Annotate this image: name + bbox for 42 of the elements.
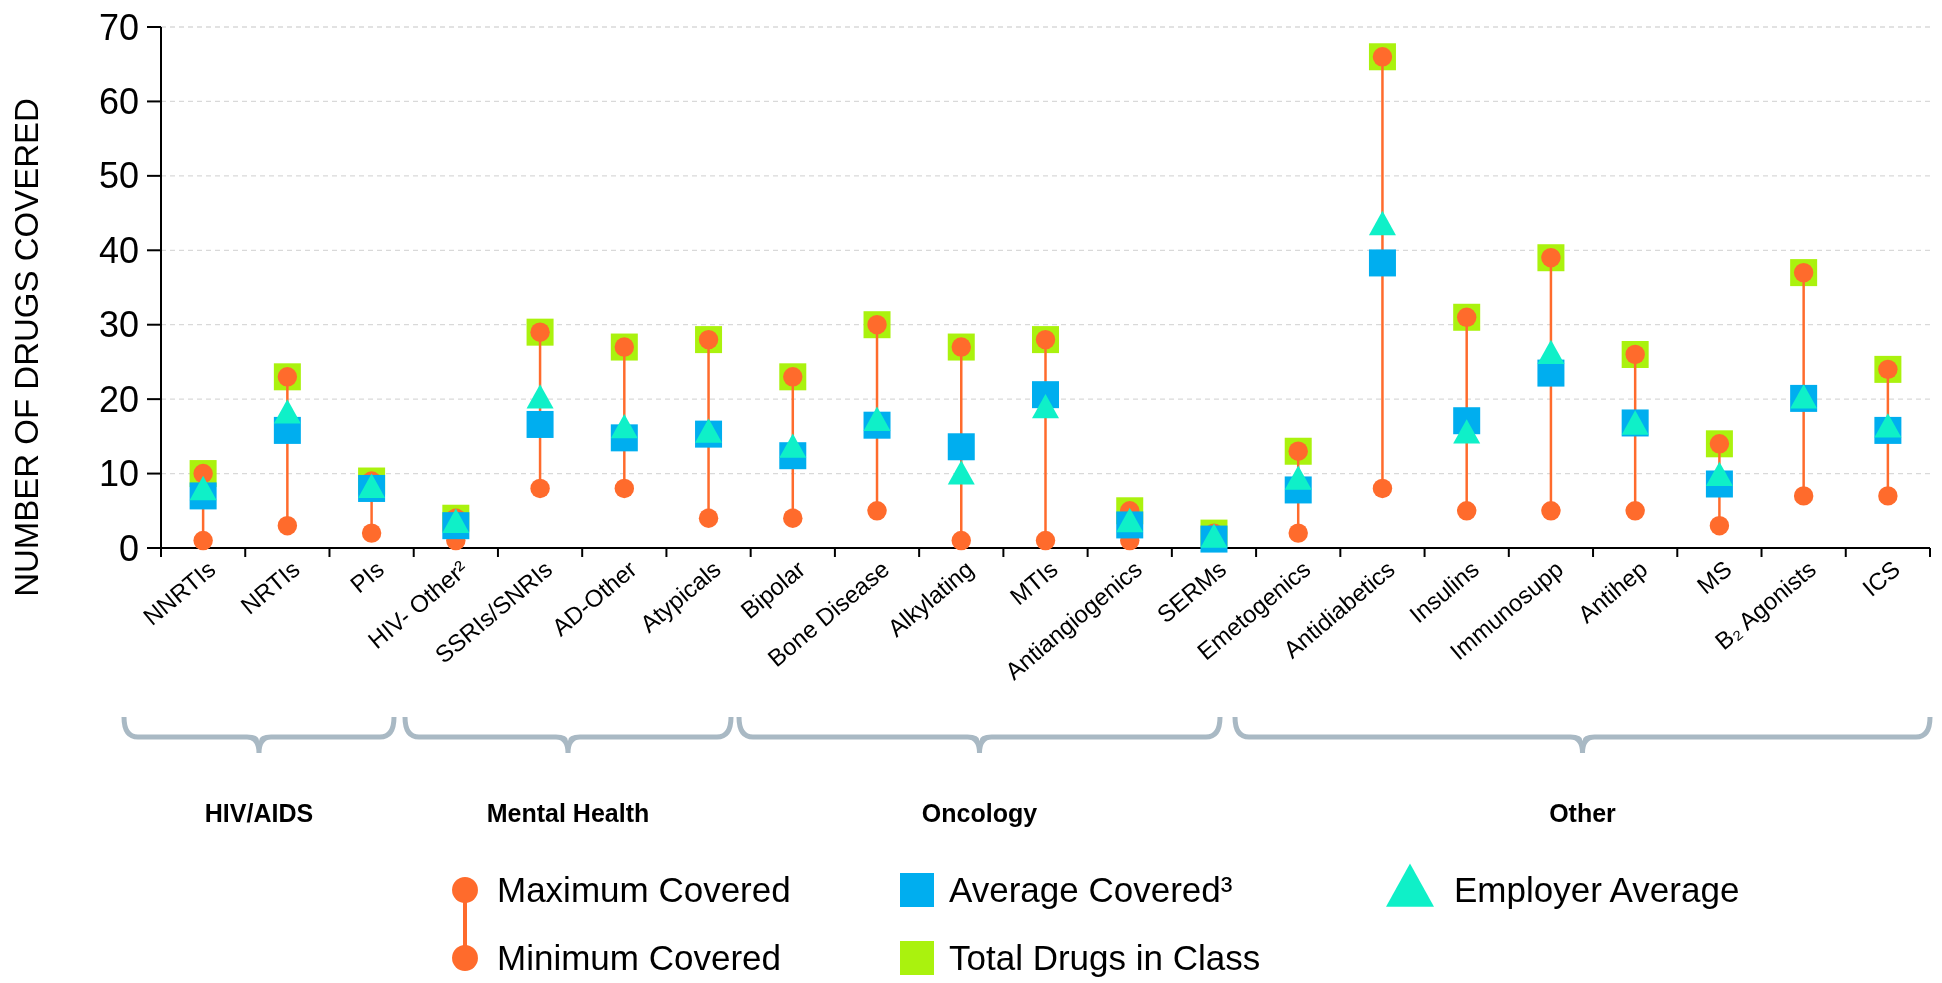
legend-label: Employer Average [1454, 870, 1740, 910]
y-tick-label: 10 [98, 453, 139, 495]
y-axis-title: NUMBER OF DRUGS COVERED [8, 98, 45, 597]
point [1793, 486, 1814, 506]
legend-label: Maximum Covered [497, 870, 791, 910]
text: Other [1549, 799, 1617, 827]
y-tick-label: 20 [98, 378, 139, 420]
y-tick-label: 40 [98, 229, 139, 271]
legend-label: Total Drugs in Class [949, 938, 1261, 978]
legend-label: Average Covered³ [949, 870, 1233, 910]
point [1625, 501, 1645, 521]
y-tick-label: 70 [98, 6, 139, 48]
y-tick-label: 0 [118, 527, 139, 569]
point [1709, 515, 1730, 536]
point [193, 530, 213, 551]
x-tick-label: PIs [344, 555, 389, 599]
point [698, 508, 719, 528]
point [277, 515, 298, 536]
point [947, 433, 975, 461]
point [951, 530, 971, 551]
point [1288, 523, 1308, 543]
x-tick-label: ICS [1857, 555, 1906, 602]
y-tick-label: 50 [98, 155, 139, 197]
point [1372, 478, 1393, 499]
point [1878, 486, 1898, 506]
y-tick-label: 30 [98, 304, 139, 346]
point [361, 523, 382, 543]
point [867, 501, 887, 521]
text: HIV/AIDS [204, 799, 314, 827]
point [1035, 530, 1056, 551]
point [614, 478, 635, 499]
x-tick-label: MS [1691, 555, 1737, 599]
y-tick-label: 60 [98, 81, 139, 123]
point [783, 508, 803, 528]
point [530, 478, 550, 499]
legend-label: Minimum Covered [497, 938, 781, 978]
point [1456, 501, 1477, 521]
text: Mental Health [486, 799, 650, 827]
text: Oncology [921, 799, 1038, 827]
point [1368, 249, 1396, 277]
point [1541, 501, 1561, 521]
point [526, 410, 554, 438]
